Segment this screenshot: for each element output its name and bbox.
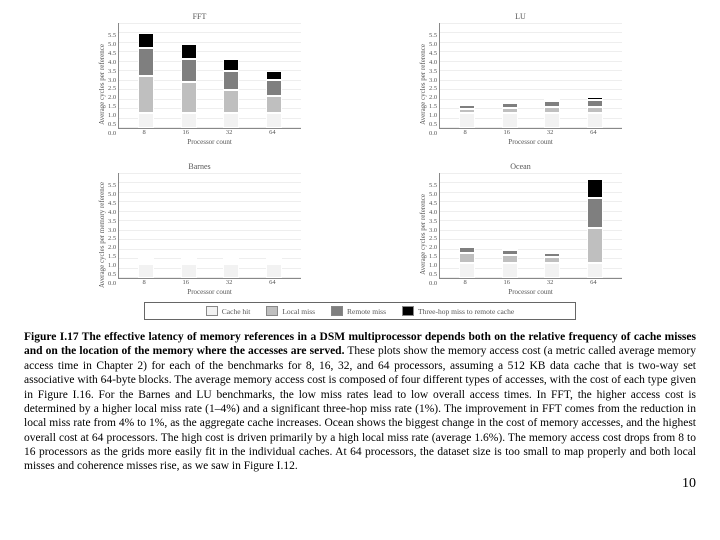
y-axis-label: Average cycles per reference [419, 44, 427, 125]
bar-segment-cache_hit [181, 264, 197, 278]
figure-caption: Figure I.17 The effective latency of mem… [24, 330, 696, 474]
bar-segment-three_hop [266, 71, 282, 81]
bar-segment-local_miss [587, 228, 603, 262]
bar-segment-cache_hit [544, 113, 560, 128]
chart-title: Ocean [510, 162, 530, 171]
bar-segment-local_miss [459, 253, 475, 263]
x-axis-ticks: 8163264 [439, 279, 621, 286]
bar-segment-three_hop [587, 179, 603, 198]
x-axis-label: Processor count [439, 138, 622, 146]
plot-area [118, 173, 301, 279]
bar-segment-cache_hit [266, 264, 282, 278]
chart-title: Barnes [188, 162, 210, 171]
y-axis-ticks: 5.55.04.54.03.53.02.52.01.51.00.50.0 [429, 32, 439, 137]
y-axis-ticks: 5.55.04.54.03.53.02.52.01.51.00.50.0 [429, 182, 439, 287]
bar-segment-cache_hit [181, 113, 197, 128]
legend: Cache hit Local miss Remote miss Three-hop … [144, 302, 576, 320]
bar [587, 97, 603, 128]
plot-area [439, 173, 622, 279]
bar-segment-cache_hit [223, 264, 239, 278]
bar-segment-remote_miss [138, 48, 154, 77]
bar-segment-local_miss [502, 255, 518, 263]
legend-item-local_miss: Local miss [266, 306, 315, 316]
legend-label: Local miss [282, 307, 315, 316]
charts-grid: FFTAverage cycles per reference5.55.04.5… [64, 12, 656, 296]
bar-segment-cache_hit [223, 113, 239, 128]
x-axis-label: Processor count [118, 138, 301, 146]
bar [223, 258, 239, 278]
chart-ocean: Ocean Average cycles per reference5.55.04… [385, 162, 656, 296]
chart-lu: LU Average cycles per reference5.55.04.54… [385, 12, 656, 146]
legend-item-cache_hit: Cache hit [206, 306, 251, 316]
bar-segment-remote_miss [223, 71, 239, 90]
chart-title: FFT [193, 12, 207, 21]
x-axis-ticks: 8163264 [439, 129, 621, 136]
bar [181, 44, 197, 128]
plot-area [118, 23, 301, 129]
x-axis-ticks: 8163264 [118, 129, 300, 136]
x-axis-label: Processor count [439, 288, 622, 296]
y-axis-label: Average cycles per reference [98, 44, 106, 125]
bar-segment-cache_hit [502, 263, 518, 278]
bar-segment-cache_hit [138, 113, 154, 128]
bar [223, 59, 239, 128]
bar-segment-three_hop [181, 44, 197, 59]
bar-segment-cache_hit [266, 113, 282, 128]
bar [544, 251, 560, 278]
bar-segment-local_miss [266, 96, 282, 113]
bar-segment-remote_miss [587, 100, 603, 107]
bar-segment-cache_hit [587, 263, 603, 278]
bar [138, 258, 154, 278]
bar [266, 71, 282, 128]
y-axis-label: Average cycles per memory reference [98, 182, 106, 288]
chart-title: LU [515, 12, 526, 21]
bar [587, 179, 603, 278]
page-number: 10 [24, 476, 696, 492]
bar-segment-cache_hit [459, 113, 475, 128]
y-axis-label: Average cycles per reference [419, 194, 427, 275]
legend-item-three_hop: Three-hop miss to remote cache [402, 306, 514, 316]
chart-barnes: Barnes Average cycles per memory referenc… [64, 162, 335, 296]
plot-area [439, 23, 622, 129]
legend-swatch [266, 306, 278, 316]
x-axis-label: Processor count [118, 288, 301, 296]
caption-body: These plots show the memory access cost … [24, 345, 696, 472]
bar [544, 99, 560, 128]
bar [138, 33, 154, 128]
legend-label: Remote miss [347, 307, 386, 316]
bar-segment-local_miss [181, 82, 197, 113]
bar [502, 248, 518, 278]
bar-segment-cache_hit [138, 264, 154, 278]
bar-segment-remote_miss [181, 59, 197, 82]
legend-label: Three-hop miss to remote cache [418, 307, 514, 316]
legend-swatch [331, 306, 343, 316]
bar-segment-cache_hit [459, 263, 475, 278]
bar-segment-cache_hit [587, 113, 603, 128]
bar [266, 258, 282, 278]
bar-segment-cache_hit [544, 263, 560, 278]
bar [502, 101, 518, 128]
bar-segment-remote_miss [587, 198, 603, 229]
legend-item-remote_miss: Remote miss [331, 306, 386, 316]
bar [459, 103, 475, 128]
chart-fft: FFT Average cycles per reference5.55.04.5… [64, 12, 335, 146]
bar-segment-local_miss [223, 90, 239, 113]
bar-segment-three_hop [138, 33, 154, 48]
y-axis-ticks: 5.55.04.54.03.53.02.52.01.51.00.50.0 [108, 182, 118, 287]
legend-label: Cache hit [222, 307, 251, 316]
bar-segment-local_miss [138, 76, 154, 112]
legend-swatch [206, 306, 218, 316]
bar [459, 245, 475, 278]
bar-segment-cache_hit [502, 113, 518, 128]
legend-swatch [402, 306, 414, 316]
y-axis-ticks: 5.55.04.54.03.53.02.52.01.51.00.50.0 [108, 32, 118, 137]
bar-segment-remote_miss [266, 80, 282, 95]
bar [181, 258, 197, 278]
bar-segment-three_hop [223, 59, 239, 70]
x-axis-ticks: 8163264 [118, 279, 300, 286]
